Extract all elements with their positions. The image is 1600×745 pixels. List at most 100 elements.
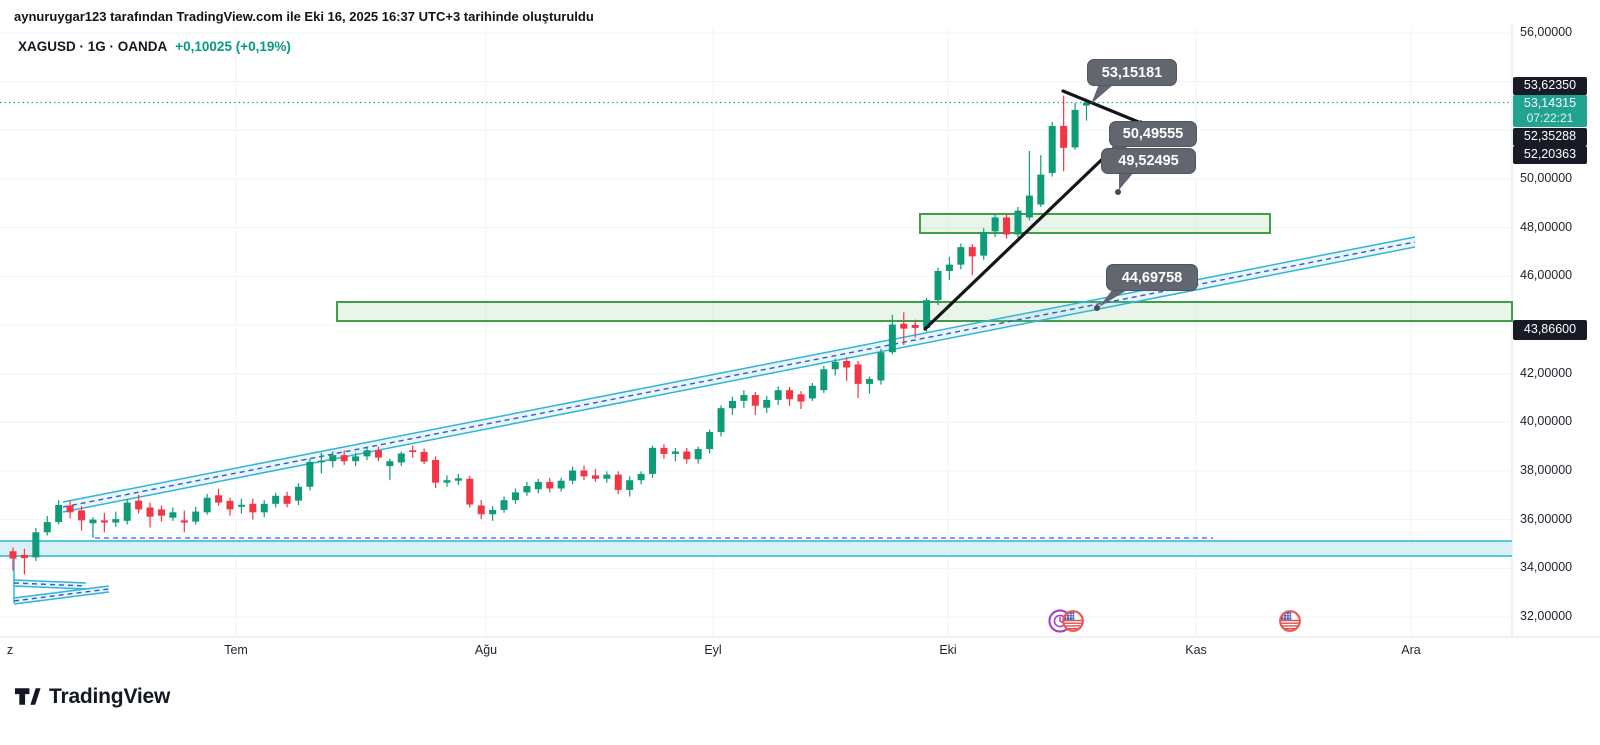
candle-body [546, 481, 554, 489]
candle-body [523, 486, 531, 493]
support-band[interactable] [0, 541, 1512, 556]
candle-body [443, 480, 451, 483]
candle-body [866, 378, 873, 384]
supply-zone-upper[interactable] [919, 213, 1271, 234]
candle-body [146, 507, 154, 517]
candle-body [420, 451, 428, 462]
candle-body [1060, 125, 1068, 148]
callout-anchor-dot [1114, 162, 1120, 168]
candle-body [1071, 109, 1079, 148]
candle-body [477, 505, 485, 515]
candle-body [20, 554, 28, 559]
candle-body [432, 460, 440, 483]
candle-body [306, 461, 314, 487]
candle-body [957, 247, 965, 265]
candle-body [649, 447, 657, 474]
candle-body [843, 360, 851, 368]
callout-tail [1099, 289, 1129, 307]
event-us-flag-icon[interactable] [1062, 610, 1084, 632]
candle-body [55, 505, 63, 523]
candle-body [820, 369, 828, 391]
candle-body [89, 519, 97, 524]
candle-body [500, 500, 508, 510]
candle-body [808, 385, 816, 399]
candle-body [591, 475, 599, 479]
tradingview-logo[interactable]: TradingView [14, 683, 170, 710]
candle-body [409, 450, 417, 452]
candle-body [295, 486, 302, 501]
candle-body [352, 456, 360, 462]
candle-body [272, 495, 280, 504]
candle-body [215, 495, 223, 503]
candle-body [774, 390, 782, 400]
candle-body [569, 470, 577, 481]
candle-body [854, 364, 862, 384]
candle-body [397, 453, 405, 463]
candle-body [728, 400, 736, 409]
candle-body [340, 455, 348, 462]
wedge-band-2-lower[interactable] [13, 591, 110, 605]
candle-body [66, 505, 74, 513]
candle-body [135, 500, 143, 510]
candle-body [706, 432, 714, 450]
candle-body [980, 232, 988, 256]
candle-body [192, 511, 200, 522]
candle-body [283, 495, 291, 504]
candle-body [112, 519, 120, 523]
candle-body [991, 217, 999, 232]
candle-body [740, 395, 748, 401]
candle-body [260, 503, 268, 513]
tradingview-logo-icon [14, 688, 41, 705]
wedge-band-2-center-dashed [13, 588, 110, 602]
candle-body [169, 512, 177, 518]
candle-body [226, 500, 234, 510]
candle-body [157, 509, 165, 516]
candle-body [580, 470, 588, 477]
candle-body [511, 492, 519, 501]
candle-body [923, 300, 931, 328]
candle-body [466, 478, 474, 505]
candle-body [945, 264, 953, 271]
candle-body [329, 455, 337, 462]
candle-body [626, 480, 634, 490]
candle-body [968, 247, 976, 257]
wedge-band-1-center-dashed [13, 582, 87, 587]
candle-body [831, 361, 839, 370]
candle-body [694, 449, 702, 460]
candle-body [797, 394, 805, 402]
candle-body [671, 451, 679, 454]
symbol-legend[interactable]: XAGUSD · 1G · OANDA +0,10025 (+0,19%) [18, 39, 291, 54]
candle-body [660, 447, 668, 454]
symbol-title[interactable]: XAGUSD · 1G · OANDA [18, 39, 168, 54]
wedge-band-2-upper[interactable] [13, 585, 110, 599]
candle-body [603, 474, 611, 479]
callout-anchor-dot [1115, 189, 1121, 195]
candle-body [637, 473, 645, 481]
callout-tail [1119, 172, 1134, 190]
event-us-flag-icon[interactable] [1279, 610, 1301, 632]
candle-body [1014, 210, 1022, 235]
candle-body [911, 324, 919, 328]
candle-body [614, 474, 622, 490]
candle-body [1025, 195, 1033, 218]
ascending-trend-channel-lower[interactable] [62, 246, 1416, 513]
candle-body [557, 480, 565, 489]
candle-body [1037, 174, 1045, 205]
wedge-band-1-lower[interactable] [13, 585, 87, 590]
candle-body [1048, 125, 1056, 173]
wedge-band-1-upper[interactable] [13, 579, 87, 584]
candle-body [763, 399, 771, 408]
candle-body [43, 522, 51, 533]
candle-body [386, 461, 394, 467]
candle-body [534, 481, 542, 490]
candle-body [888, 324, 896, 353]
callout-anchor-dot [1094, 305, 1100, 311]
candle-body [100, 520, 108, 523]
candle-body [9, 551, 17, 559]
candle-body [237, 504, 245, 507]
black-trend-line-1[interactable] [1061, 89, 1143, 125]
attribution-text: aynuruygar123 tarafından TradingView.com… [14, 9, 594, 24]
candle-body [717, 408, 725, 433]
